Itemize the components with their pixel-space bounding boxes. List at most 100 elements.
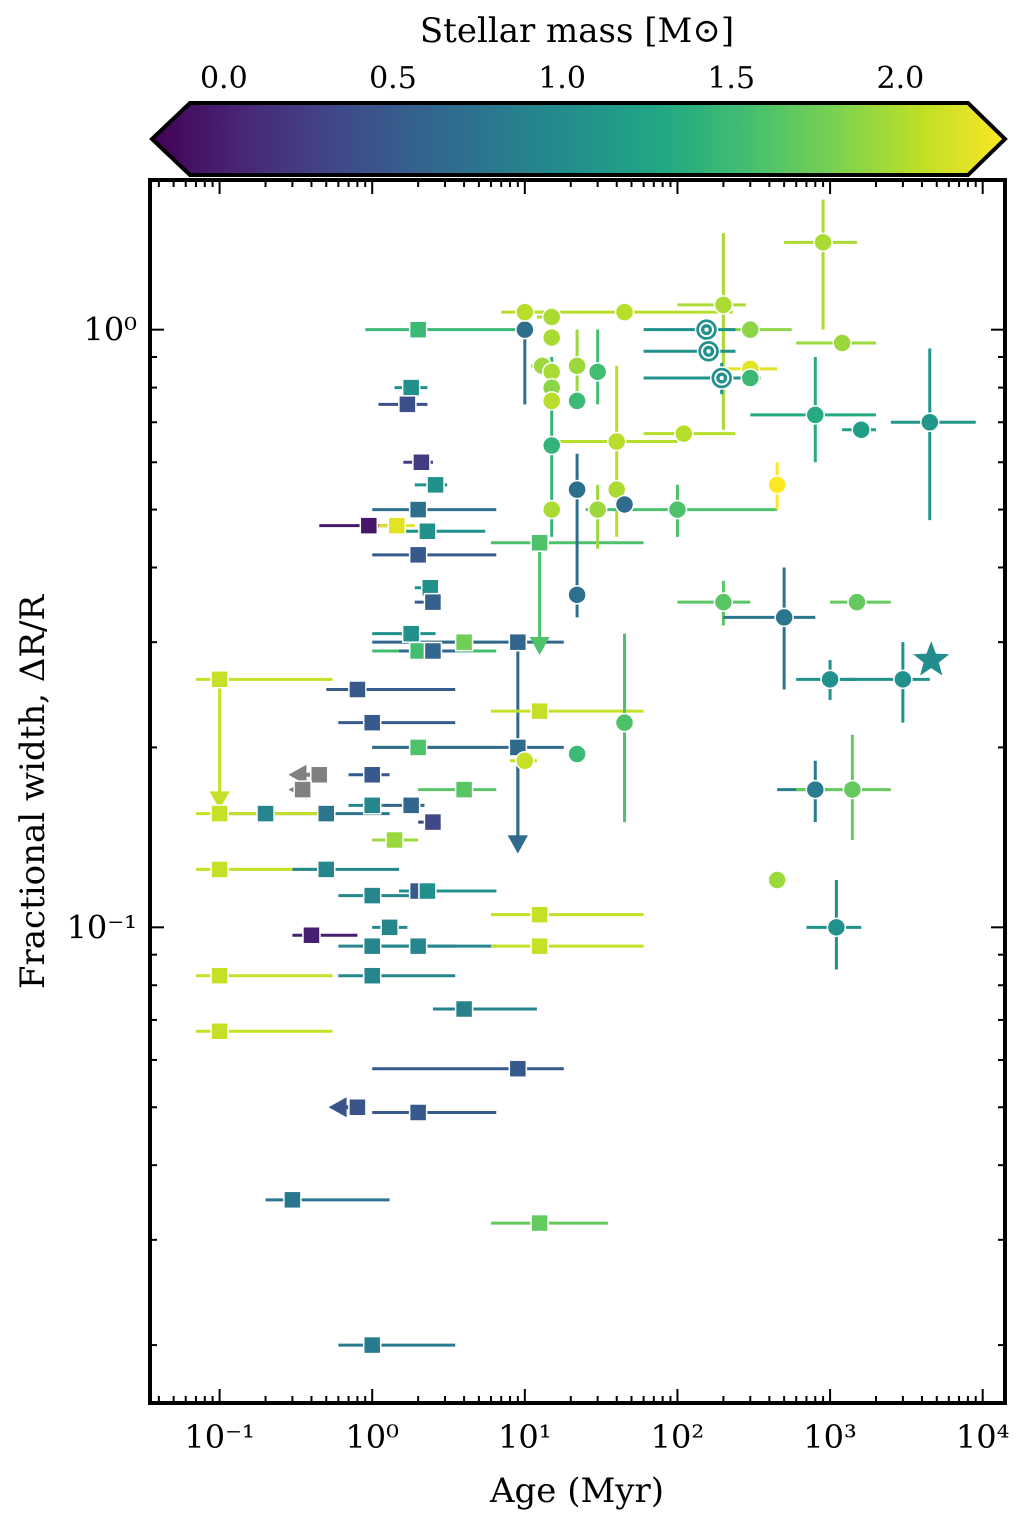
debris-ring-marker bbox=[713, 592, 734, 612]
disk-ring-marker bbox=[508, 632, 528, 652]
debris-ring-marker bbox=[587, 499, 608, 520]
debris-ring-marker bbox=[842, 779, 863, 800]
disk-ring-marker bbox=[530, 1213, 549, 1233]
debris-ring-marker bbox=[767, 870, 787, 890]
disk-ring-marker bbox=[398, 395, 417, 414]
disk-ring-marker bbox=[283, 1190, 302, 1210]
debris-ring-marker bbox=[805, 405, 826, 425]
debris-ring-marker bbox=[767, 475, 787, 495]
disk-ring-marker bbox=[408, 1103, 428, 1122]
disk-ring-marker bbox=[418, 521, 437, 541]
debris-ring-marker bbox=[740, 368, 761, 388]
disk-ring-marker bbox=[380, 918, 399, 937]
disk-ring-marker bbox=[317, 804, 336, 823]
disk-ring-marker bbox=[426, 475, 445, 495]
disk-ring-marker bbox=[418, 881, 437, 901]
colorbar-ticks: 0.0 0.5 1.0 1.5 2.0 bbox=[200, 61, 924, 112]
disk-ring-marker bbox=[210, 804, 229, 823]
disk-ring-marker bbox=[423, 592, 443, 612]
disk-ring-marker bbox=[454, 632, 474, 652]
disk-ring-marker bbox=[408, 936, 428, 956]
disk-ring-marker bbox=[530, 533, 549, 553]
disk-ring-marker bbox=[362, 1335, 382, 1355]
x-tick-label: 10⁰ bbox=[345, 1418, 399, 1456]
disk-ring-marker bbox=[423, 812, 443, 832]
disk-ring-marker bbox=[362, 886, 382, 905]
disk-ring-marker bbox=[530, 936, 549, 956]
solar-symbol-ring bbox=[701, 343, 717, 359]
x-tick-label: 10¹ bbox=[498, 1418, 552, 1456]
disk-ring-marker bbox=[408, 500, 428, 519]
solar-symbol-dot bbox=[719, 375, 724, 381]
debris-ring-marker bbox=[667, 499, 688, 520]
debris-ring-marker bbox=[832, 333, 852, 353]
debris-ring-marker bbox=[774, 607, 794, 628]
debris-ring-marker bbox=[515, 750, 535, 771]
colorbar bbox=[149, 101, 1008, 177]
disk-ring-marker bbox=[401, 378, 421, 397]
disk-ring-marker bbox=[210, 1022, 229, 1041]
axes-ticks: 10⁻¹ 10⁰ 10¹ 10² 10³ 10⁴ 10⁰ 10⁻¹ bbox=[67, 180, 1009, 1456]
disk-ring-marker bbox=[508, 1059, 528, 1078]
debris-ring-marker bbox=[515, 302, 535, 322]
debris-ring-marker bbox=[541, 499, 562, 520]
disk-ring-marker bbox=[454, 780, 474, 799]
debris-ring-marker bbox=[614, 302, 635, 322]
debris-ring-marker bbox=[713, 295, 734, 315]
disk-ring-marker bbox=[362, 966, 382, 985]
debris-ring-marker bbox=[847, 592, 867, 612]
x-tick-label: 10³ bbox=[803, 1418, 857, 1456]
debris-ring-marker bbox=[920, 412, 940, 432]
upper-limit-arrowhead bbox=[529, 636, 550, 655]
debris-ring-marker bbox=[606, 431, 627, 452]
disk-ring-marker bbox=[210, 860, 229, 879]
disk-ring-marker bbox=[401, 796, 421, 815]
debris-ring-marker bbox=[567, 744, 587, 764]
disk-ring-marker bbox=[310, 765, 329, 785]
debris-ring-marker bbox=[567, 479, 587, 500]
disk-ring-marker bbox=[302, 925, 321, 945]
debris-ring-marker bbox=[541, 391, 562, 411]
debris-ring-marker bbox=[541, 307, 562, 327]
disk-ring-marker bbox=[359, 516, 379, 535]
disk-ring-marker bbox=[210, 966, 229, 985]
disk-ring-marker bbox=[530, 905, 549, 924]
debris-ring-marker bbox=[567, 391, 587, 411]
debris-ring-marker bbox=[541, 327, 562, 348]
y-tick-label: 10⁰ bbox=[83, 311, 137, 349]
debris-ring-marker bbox=[826, 917, 847, 938]
colorbar-tick-label: 0.5 bbox=[369, 61, 417, 96]
disk-ring-marker bbox=[387, 516, 407, 535]
colorbar-tick-label: 2.0 bbox=[876, 61, 924, 96]
disk-ring-marker bbox=[348, 680, 367, 699]
disk-ring-marker bbox=[408, 320, 428, 339]
disk-ring-marker bbox=[408, 738, 428, 757]
disk-ring-marker bbox=[362, 765, 382, 785]
debris-ring-marker bbox=[851, 420, 871, 440]
y-axis-label: Fractional width, ΔR/R bbox=[13, 594, 53, 990]
x-tick-label: 10⁻¹ bbox=[184, 1418, 254, 1456]
age-limit-arrowhead bbox=[328, 1097, 347, 1118]
disk-ring-marker bbox=[385, 830, 404, 850]
disk-ring-marker bbox=[293, 780, 312, 799]
solar-symbol-dot bbox=[704, 327, 709, 332]
debris-ring-marker bbox=[587, 362, 608, 382]
disk-ring-marker bbox=[348, 1097, 367, 1117]
solar-symbol-dot bbox=[706, 349, 711, 354]
colorbar-tick-label: 1.0 bbox=[538, 61, 586, 96]
disk-ring-marker bbox=[362, 936, 382, 956]
disk-ring-marker bbox=[412, 453, 431, 472]
debris-ring-marker bbox=[614, 494, 635, 515]
sun-star-marker bbox=[913, 641, 950, 676]
y-tick-label: 10⁻¹ bbox=[67, 908, 137, 946]
colorbar-tick-label: 0.0 bbox=[200, 61, 248, 96]
upper-limit-arrowhead bbox=[209, 791, 230, 810]
debris-ring-marker bbox=[820, 669, 840, 690]
data-markers bbox=[210, 232, 950, 1355]
disk-ring-marker bbox=[256, 804, 275, 823]
debris-ring-marker bbox=[893, 669, 913, 690]
debris-ring-marker bbox=[541, 435, 562, 456]
disk-ring-marker bbox=[317, 860, 336, 879]
debris-ring-marker bbox=[515, 319, 535, 340]
disk-ring-marker bbox=[454, 999, 474, 1019]
